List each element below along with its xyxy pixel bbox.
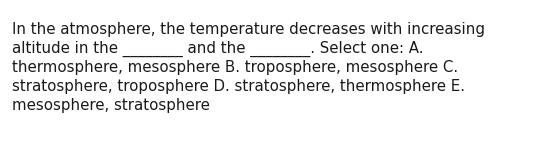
Text: In the atmosphere, the temperature decreases with increasing: In the atmosphere, the temperature decre…	[12, 22, 485, 37]
Text: stratosphere, troposphere D. stratosphere, thermosphere E.: stratosphere, troposphere D. stratospher…	[12, 79, 465, 94]
Text: altitude in the ________ and the ________. Select one: A.: altitude in the ________ and the _______…	[12, 41, 424, 57]
Text: thermosphere, mesosphere B. troposphere, mesosphere C.: thermosphere, mesosphere B. troposphere,…	[12, 60, 458, 75]
Text: mesosphere, stratosphere: mesosphere, stratosphere	[12, 98, 210, 113]
